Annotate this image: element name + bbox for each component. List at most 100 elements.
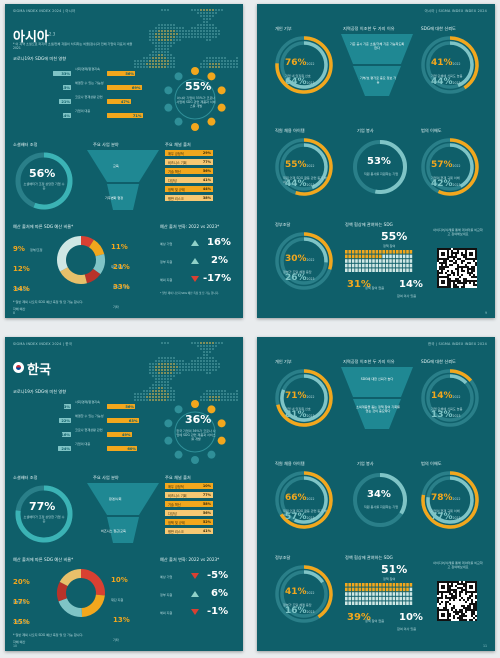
- waffle-cell: [392, 254, 396, 259]
- waffle-cell: [389, 587, 392, 592]
- map-dot: [203, 354, 205, 356]
- qr-module: [447, 585, 449, 587]
- funnel-item-1: 환경/사회: [109, 497, 122, 501]
- qr-module: [465, 278, 467, 280]
- qr-module: [439, 266, 441, 268]
- procurement-ring: [275, 232, 333, 290]
- waffle-cell: [368, 268, 372, 272]
- gauge-fill: [33, 152, 73, 210]
- map-dot: [209, 360, 211, 362]
- map-dot: [215, 60, 217, 62]
- map-dot: [164, 366, 166, 368]
- qr-module: [463, 278, 465, 280]
- qr-module: [441, 268, 443, 270]
- waffle-cell: [345, 254, 348, 259]
- map-dot: [155, 387, 157, 389]
- qr-module: [447, 617, 449, 619]
- map-dot: [206, 36, 208, 38]
- ring-value-2023: [285, 41, 328, 89]
- waffle-cell: [355, 259, 358, 263]
- qr-module: [461, 282, 463, 284]
- waffle-cell: [382, 254, 385, 259]
- qr-module: [453, 599, 455, 601]
- waffle-cell: [409, 250, 413, 254]
- map-dot: [224, 57, 226, 59]
- waffle-cell: [389, 592, 392, 596]
- map-dot: [206, 57, 208, 59]
- bubble-circle-group: 55% 아시아 기업의 55%가 코로나 사업에 SDG 관련 제품과 서비스를…: [160, 64, 230, 134]
- qr-module: [445, 264, 447, 266]
- qr-module: [443, 260, 445, 262]
- qr-code-icon[interactable]: [437, 248, 477, 288]
- qr-module: [473, 270, 475, 272]
- map-dot: [206, 345, 208, 347]
- waffle-cell: [365, 263, 368, 268]
- map-dot: [203, 351, 205, 353]
- map-dot: [221, 393, 223, 395]
- covid-row-label: 기업의 대응: [75, 442, 91, 446]
- map-dot: [149, 390, 151, 392]
- map-dot: [212, 27, 214, 29]
- map-dot: [206, 342, 208, 344]
- map-dot: [236, 399, 238, 401]
- map-dot: [158, 381, 160, 383]
- qr-module: [455, 581, 457, 583]
- map-dot: [209, 396, 211, 398]
- covid-bar-after: 69%: [107, 85, 142, 90]
- waffle-cell: [375, 254, 379, 259]
- qr-module: [451, 583, 453, 585]
- map-dot: [215, 12, 217, 14]
- ring-value-2022: [437, 138, 479, 196]
- waffle-cell: [392, 263, 396, 268]
- map-dot: [209, 27, 211, 29]
- map-dot: [209, 30, 211, 32]
- qr-module: [441, 609, 443, 611]
- qr-module: [453, 258, 455, 260]
- map-dot: [218, 396, 220, 398]
- map-dot: [173, 399, 175, 401]
- c5-note: 기업의 현재 규제 이해: [431, 509, 460, 513]
- map-dot: [164, 393, 166, 395]
- ring-value-2023: [449, 41, 474, 88]
- map-dot: [134, 396, 136, 398]
- qr-module: [469, 268, 471, 270]
- covid-bar-after: 60%: [107, 446, 137, 451]
- waffle-cell: [392, 259, 396, 263]
- map-dot: [164, 369, 166, 371]
- qr-code-icon[interactable]: [437, 581, 477, 621]
- qr-module: [463, 583, 465, 585]
- qr-module: [447, 248, 449, 250]
- qr-module: [447, 581, 449, 583]
- priority-row: 기술 혁신 58%: [165, 501, 213, 507]
- qr-module: [475, 585, 477, 587]
- map-dot: [161, 360, 163, 362]
- qr-module: [437, 615, 439, 617]
- map-dot: [164, 9, 166, 11]
- map-dot: [161, 63, 163, 65]
- map-dot: [236, 393, 238, 395]
- qr-module: [437, 250, 439, 252]
- qr-module: [441, 593, 443, 595]
- donation-ring: [275, 36, 333, 94]
- qr-module: [447, 591, 449, 593]
- map-dot: [203, 342, 205, 344]
- map-dot: [206, 369, 208, 371]
- qr-module: [443, 607, 445, 609]
- budget-title: 예산 출처에 따른 SDG 예산 비율*: [13, 224, 74, 229]
- map-dot: [179, 372, 181, 374]
- qr-module: [457, 258, 459, 260]
- section-covid-title: 코로나19가 SDG에 미친 영향: [13, 389, 67, 394]
- map-dot: [185, 36, 187, 38]
- qr-module: [449, 260, 451, 262]
- map-dot: [149, 363, 151, 365]
- waffle-cell: [368, 259, 372, 263]
- map-dot: [203, 33, 205, 35]
- map-dot: [179, 36, 181, 38]
- qr-module: [471, 595, 473, 597]
- qr-module: [453, 581, 455, 583]
- c2-values: 41%2022 44%2023: [431, 58, 461, 87]
- qr-module: [467, 607, 469, 609]
- map-dot: [134, 66, 136, 68]
- map-dot: [185, 30, 187, 32]
- qr-module: [447, 286, 449, 288]
